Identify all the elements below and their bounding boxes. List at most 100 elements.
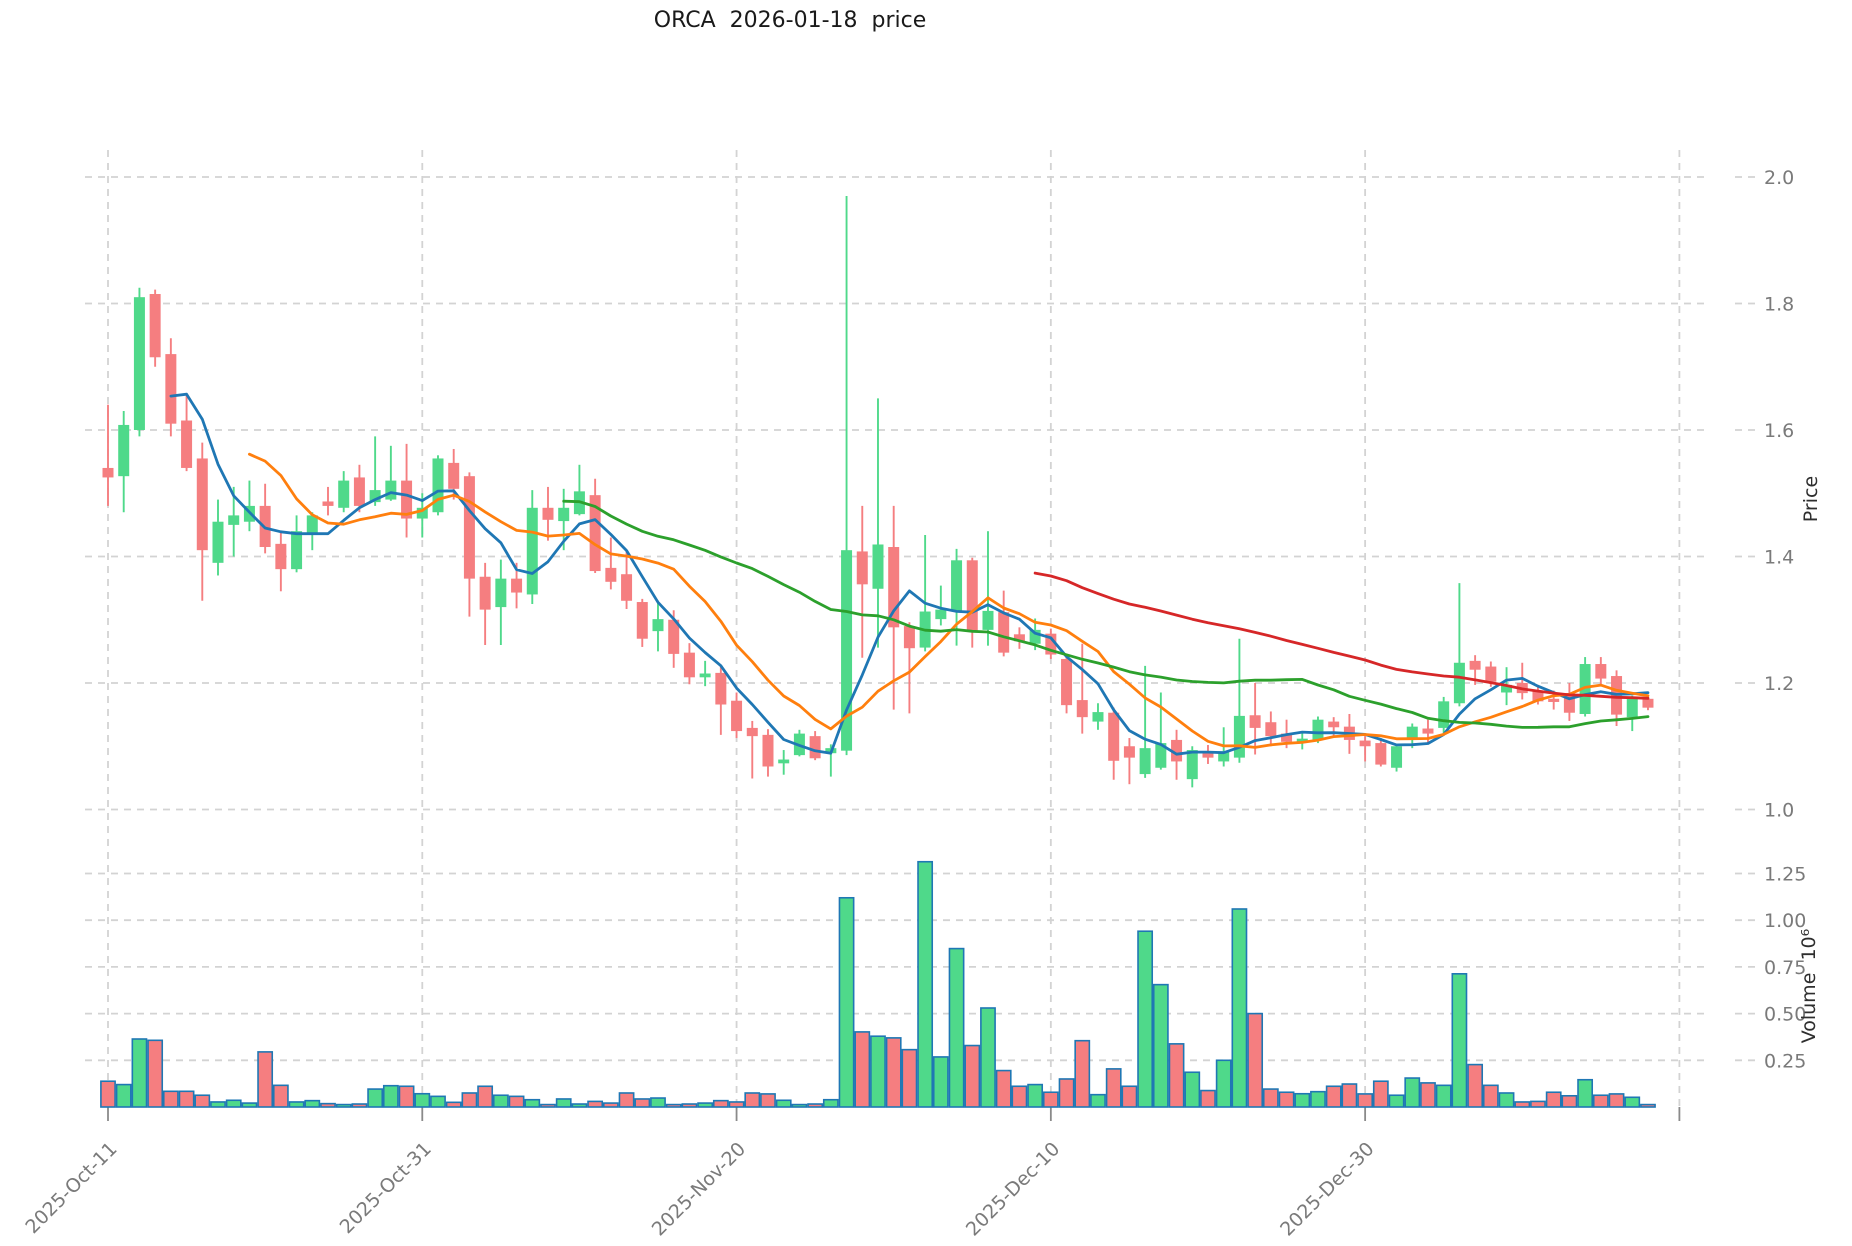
candle-body bbox=[1532, 691, 1544, 702]
volume-bar bbox=[210, 1101, 226, 1108]
volume-bar bbox=[1325, 1085, 1342, 1108]
volume-bar bbox=[1121, 1085, 1138, 1108]
volume-bar bbox=[885, 1037, 902, 1108]
candle-body bbox=[369, 490, 381, 503]
candle-body bbox=[1092, 712, 1104, 722]
candle-body bbox=[966, 560, 978, 632]
volume-bar bbox=[728, 1101, 745, 1108]
candle-body bbox=[196, 458, 208, 551]
volume-bar bbox=[194, 1094, 211, 1108]
volume-bar bbox=[115, 1083, 132, 1108]
candle-body bbox=[416, 507, 428, 519]
candle-body bbox=[401, 480, 413, 519]
candle-body bbox=[1045, 633, 1057, 655]
volume-bar bbox=[524, 1098, 541, 1108]
volume-bar bbox=[1592, 1094, 1609, 1108]
volume-bar bbox=[178, 1090, 195, 1108]
candle-body bbox=[1076, 700, 1088, 718]
price-tick-label: 1.0 bbox=[1764, 800, 1794, 822]
volume-bar bbox=[225, 1099, 242, 1108]
volume-bar bbox=[257, 1051, 274, 1108]
volume-bar bbox=[398, 1085, 415, 1108]
volume-tick-label: 1.00 bbox=[1764, 910, 1806, 932]
volume-bar bbox=[744, 1092, 761, 1108]
volume-bar bbox=[1058, 1078, 1075, 1108]
price-tick-label: 1.8 bbox=[1764, 294, 1794, 316]
volume-bar bbox=[540, 1103, 556, 1108]
candle-body bbox=[1123, 746, 1135, 758]
candle-body bbox=[1061, 658, 1073, 706]
candle-body bbox=[589, 495, 601, 572]
volume-bar bbox=[1200, 1089, 1216, 1108]
volume-bar bbox=[697, 1102, 714, 1108]
volume-tick-label: 0.75 bbox=[1764, 957, 1806, 979]
volume-bar bbox=[712, 1099, 729, 1108]
candle-body bbox=[841, 550, 853, 751]
volume-bar bbox=[822, 1098, 839, 1108]
candle-body bbox=[526, 507, 538, 595]
candle-body bbox=[872, 544, 884, 589]
volume-bar bbox=[1074, 1039, 1091, 1108]
candle-body bbox=[636, 602, 648, 639]
volume-bar bbox=[1545, 1091, 1562, 1108]
volume-bar bbox=[430, 1095, 446, 1108]
candle-body bbox=[1139, 748, 1151, 775]
volume-bar bbox=[1561, 1094, 1578, 1108]
candle-body bbox=[903, 626, 915, 649]
candle-body bbox=[1359, 740, 1371, 747]
volume-bar bbox=[1152, 983, 1169, 1108]
volume-bar bbox=[1090, 1093, 1106, 1108]
candle-body bbox=[1563, 693, 1575, 713]
volume-bar bbox=[1451, 973, 1468, 1108]
candle-body bbox=[1548, 698, 1560, 702]
volume-bar bbox=[1577, 1078, 1594, 1108]
candle-body bbox=[1469, 660, 1481, 670]
volume-bar bbox=[870, 1035, 886, 1108]
volume-bar bbox=[917, 860, 934, 1108]
candle-body bbox=[212, 521, 224, 563]
volume-bar bbox=[681, 1103, 698, 1108]
chart-title: ORCA 2026-01-18 price bbox=[653, 8, 927, 33]
volume-bar bbox=[272, 1084, 289, 1108]
candle-body bbox=[668, 619, 680, 654]
candle-body bbox=[982, 610, 994, 630]
candle-body bbox=[463, 476, 475, 579]
candle-body bbox=[1438, 701, 1450, 728]
volume-bar bbox=[288, 1101, 305, 1108]
candle-body bbox=[338, 480, 350, 508]
candle-body bbox=[102, 467, 114, 478]
candle-body bbox=[951, 560, 963, 612]
candle-body bbox=[165, 354, 177, 424]
ma-line-5 bbox=[169, 392, 1650, 756]
candle-body bbox=[1296, 738, 1308, 742]
x-tick-label: 2025-Dec-10 bbox=[962, 1138, 1065, 1241]
candle-body bbox=[1579, 664, 1591, 714]
candle-body bbox=[683, 652, 695, 678]
volume-bar bbox=[1105, 1068, 1122, 1108]
volume-bar bbox=[1467, 1063, 1484, 1108]
volume-bar bbox=[1498, 1092, 1515, 1108]
volume-bar bbox=[1404, 1077, 1421, 1108]
candle-body bbox=[652, 619, 664, 632]
volume-bar bbox=[948, 947, 965, 1108]
candle-body bbox=[1218, 751, 1230, 762]
volume-bar bbox=[618, 1092, 635, 1108]
volume-bar bbox=[1341, 1083, 1358, 1108]
candle-body bbox=[762, 734, 774, 767]
candle-body bbox=[181, 420, 193, 468]
candle-body bbox=[1249, 715, 1261, 728]
volume-tick-label: 1.25 bbox=[1764, 864, 1806, 886]
volume-bar bbox=[775, 1099, 792, 1108]
volume-bar bbox=[807, 1103, 824, 1108]
volume-bar bbox=[1042, 1091, 1059, 1108]
candle-body bbox=[1171, 739, 1183, 762]
ma-line-10 bbox=[247, 452, 1650, 749]
price-tick-label: 2.0 bbox=[1764, 167, 1794, 189]
volume-bar bbox=[1011, 1085, 1028, 1108]
volume-bar bbox=[131, 1038, 148, 1108]
candle-body bbox=[1265, 722, 1277, 737]
volume-bar bbox=[1372, 1080, 1389, 1108]
volume-bar bbox=[1420, 1082, 1436, 1108]
volume-bar bbox=[1027, 1083, 1044, 1108]
